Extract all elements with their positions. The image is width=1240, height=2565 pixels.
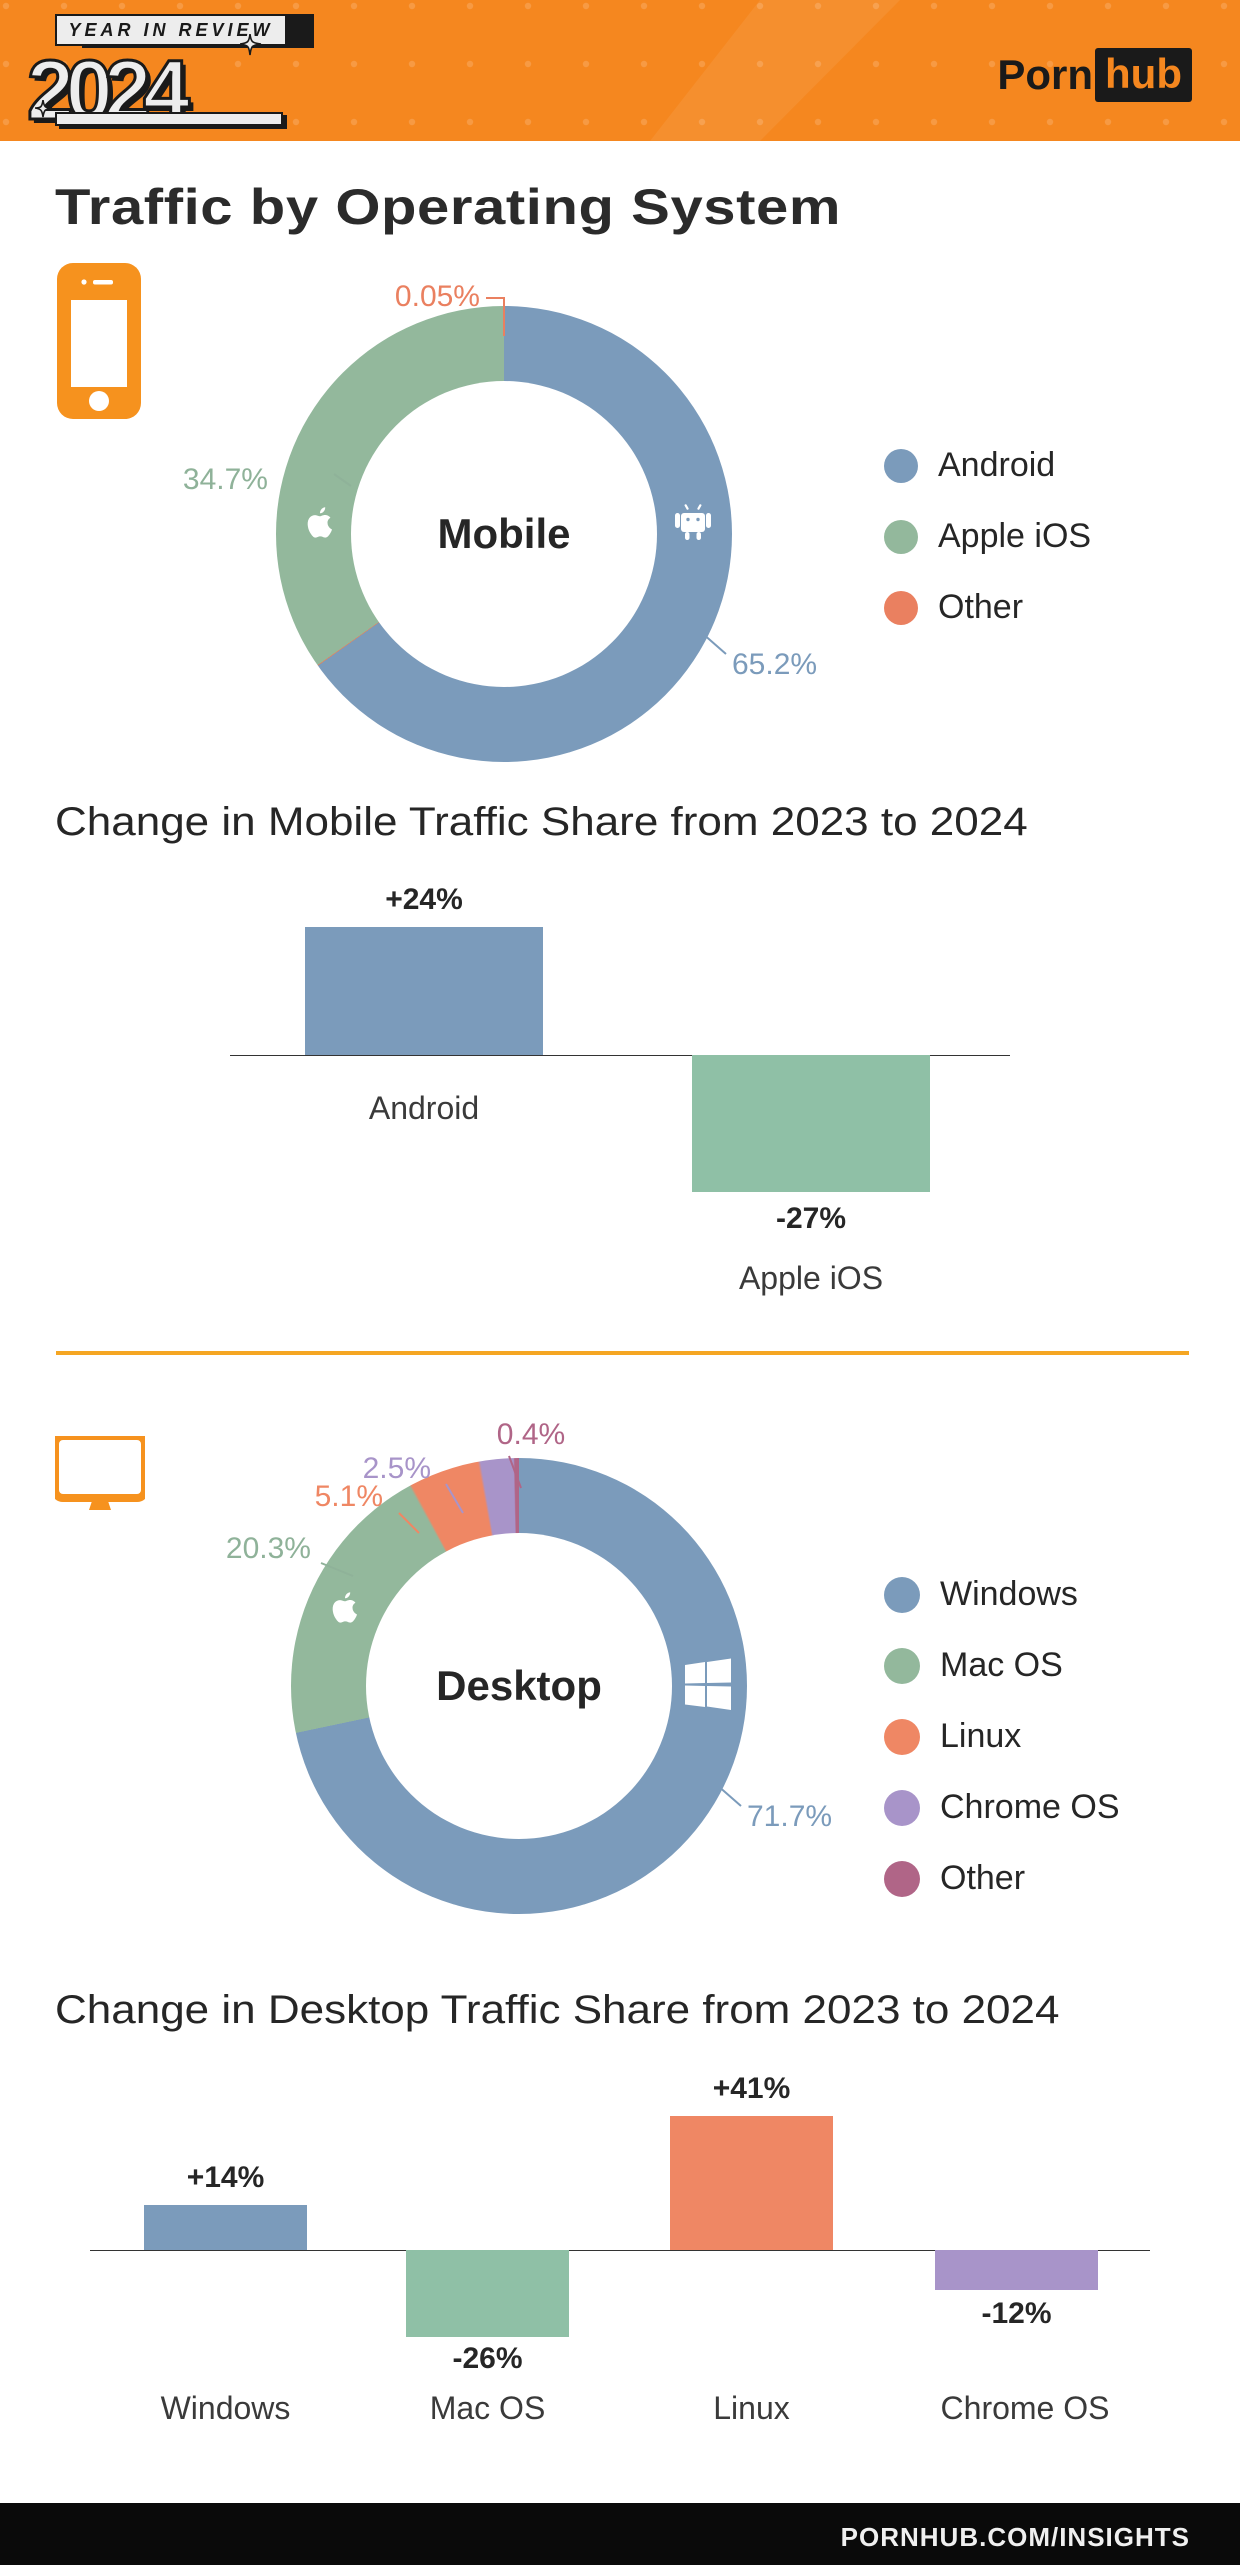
- svg-text:20.3%: 20.3%: [226, 1532, 311, 1565]
- svg-text:0.4%: 0.4%: [497, 1418, 565, 1451]
- svg-text:71.7%: 71.7%: [747, 1800, 832, 1833]
- svg-text:34.7%: 34.7%: [183, 463, 268, 496]
- svg-text:0.05%: 0.05%: [395, 280, 480, 313]
- svg-text:2.5%: 2.5%: [363, 1452, 431, 1485]
- svg-text:65.2%: 65.2%: [732, 648, 817, 681]
